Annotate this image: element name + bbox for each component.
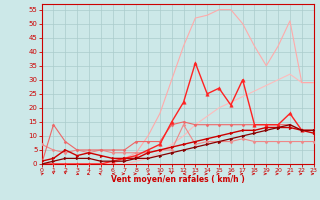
X-axis label: Vent moyen/en rafales ( km/h ): Vent moyen/en rafales ( km/h ) (111, 175, 244, 184)
